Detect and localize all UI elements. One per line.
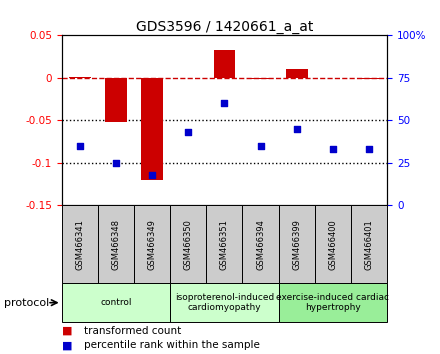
Text: GSM466349: GSM466349 [147,219,157,270]
Bar [279,205,315,283]
Bar [134,205,170,283]
Bar [69,77,91,78]
Text: exercise-induced cardiac
hypertrophy: exercise-induced cardiac hypertrophy [276,293,389,312]
Bar [250,78,271,79]
Bar [286,69,308,78]
Bar [315,205,351,283]
Text: GSM466399: GSM466399 [292,219,301,270]
Point [185,130,192,135]
Title: GDS3596 / 1420661_a_at: GDS3596 / 1420661_a_at [136,21,313,34]
Bar [213,50,235,78]
Bar [351,205,387,283]
Text: control: control [100,298,132,307]
Point [76,143,83,149]
Text: transformed count: transformed count [84,326,181,336]
Text: GSM466341: GSM466341 [75,219,84,270]
Bar [206,205,242,283]
Text: GSM466348: GSM466348 [111,219,121,270]
Text: ■: ■ [62,326,72,336]
Bar [105,78,127,122]
Point [293,126,300,132]
Text: GSM466401: GSM466401 [365,219,374,270]
Bar [242,205,279,283]
Bar [62,283,170,322]
Point [257,143,264,149]
Text: GSM466394: GSM466394 [256,219,265,270]
Text: GSM466400: GSM466400 [328,219,337,270]
Bar [98,205,134,283]
Text: GSM466351: GSM466351 [220,219,229,270]
Bar [141,78,163,180]
Point [221,101,228,106]
Text: protocol: protocol [4,298,50,308]
Bar [62,205,98,283]
Text: percentile rank within the sample: percentile rank within the sample [84,340,260,350]
Point [112,160,119,166]
Text: isoproterenol-induced
cardiomyopathy: isoproterenol-induced cardiomyopathy [175,293,274,312]
Point [330,147,337,152]
Point [149,172,156,178]
Point [366,147,373,152]
Bar [279,283,387,322]
Text: ■: ■ [62,340,72,350]
Text: GSM466350: GSM466350 [184,219,193,270]
Bar [358,78,380,79]
Bar [170,205,206,283]
Bar [170,283,279,322]
